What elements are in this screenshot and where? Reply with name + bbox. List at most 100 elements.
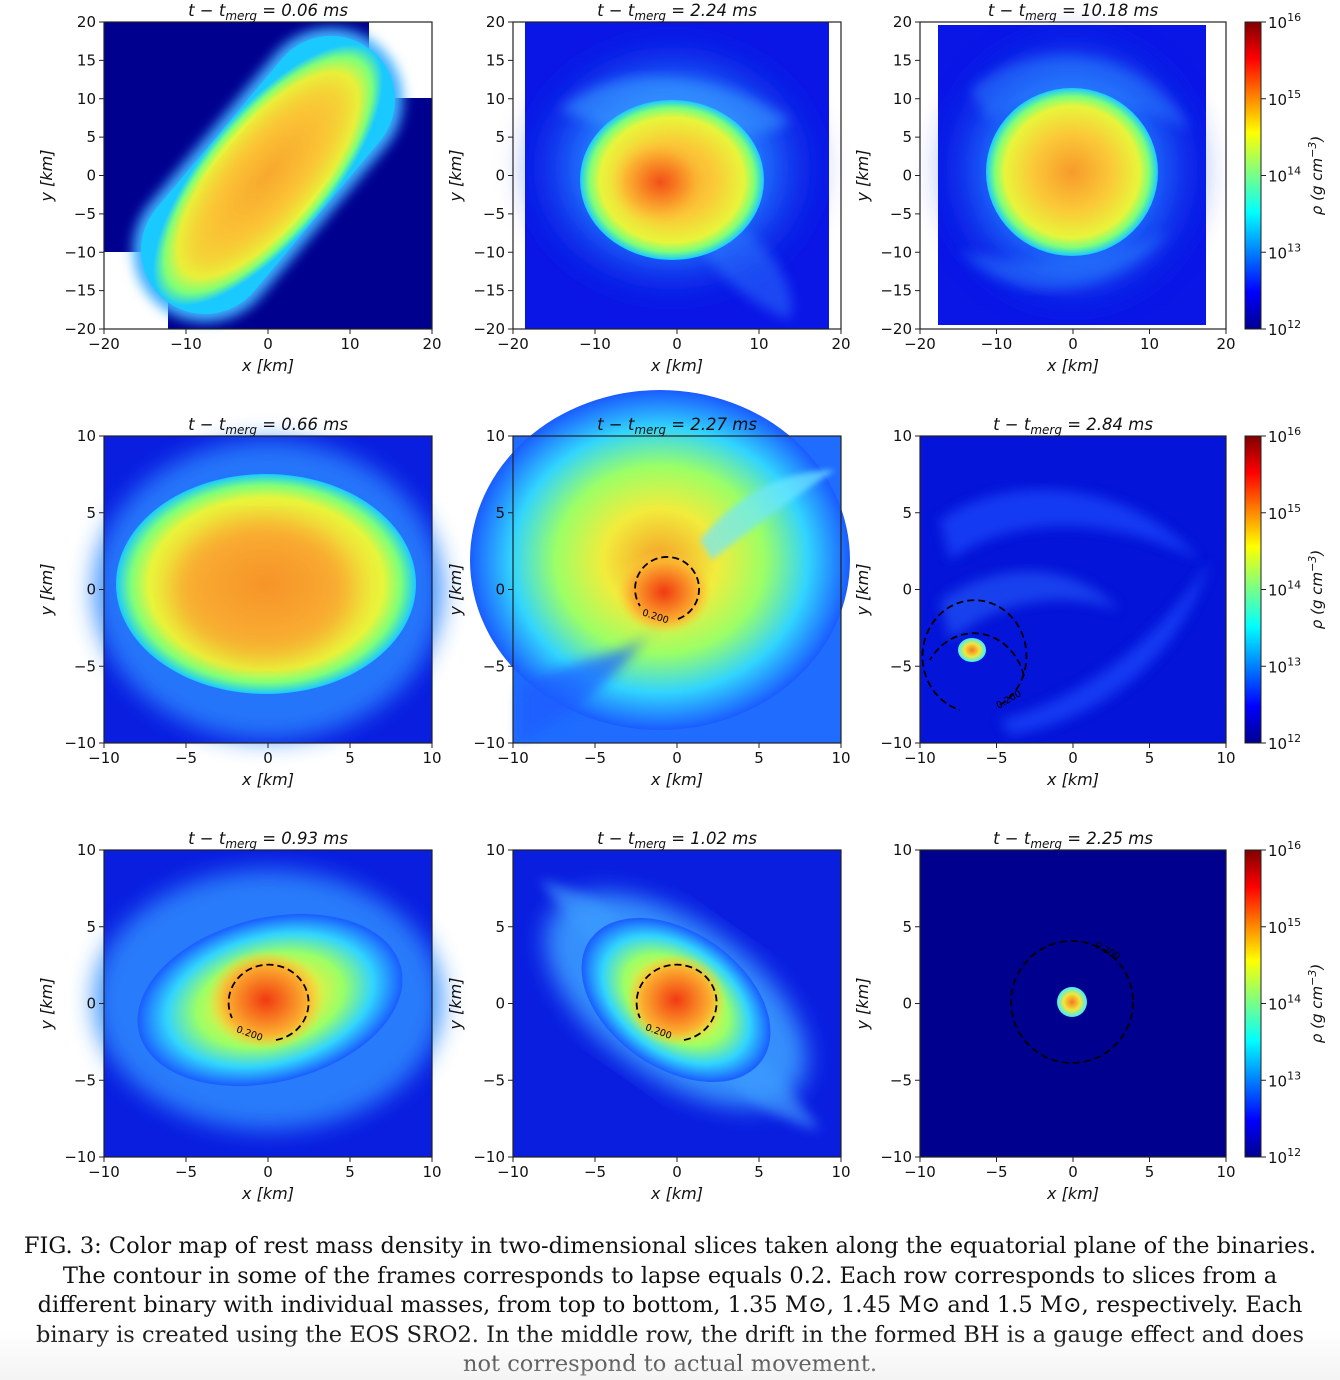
y-tick-label: 0 xyxy=(902,167,912,185)
y-tick-label: −20 xyxy=(880,320,912,338)
y-tick-label: −15 xyxy=(880,282,912,300)
y-tick-label: 10 xyxy=(77,841,96,859)
x-tick-label: 0 xyxy=(1068,749,1078,767)
panel-title: t − tmerg = 2.24 ms xyxy=(597,1,757,23)
x-tick-label: 5 xyxy=(345,1163,355,1181)
x-axis-label: x [km] xyxy=(1046,356,1099,375)
x-tick-label: −10 xyxy=(88,1163,120,1181)
y-tick-label: 0 xyxy=(902,581,912,599)
x-tick-label: 0 xyxy=(263,749,273,767)
x-tick-label: −10 xyxy=(497,749,529,767)
y-tick-label: 20 xyxy=(77,13,96,31)
y-tick-label: −10 xyxy=(473,734,505,752)
panel-title: t − tmerg = 0.06 ms xyxy=(188,1,348,23)
x-tick-label: 0 xyxy=(1068,335,1078,353)
colorbar-tick-label: 1012 xyxy=(1268,732,1301,753)
colorbar-row3 xyxy=(1244,849,1262,1158)
y-tick-label: −10 xyxy=(64,243,96,261)
density-blob xyxy=(958,638,986,662)
y-tick-label: 10 xyxy=(893,841,912,859)
x-tick-label: 10 xyxy=(340,335,359,353)
x-tick-label: −10 xyxy=(579,335,611,353)
y-tick-label: −5 xyxy=(483,1071,505,1089)
colorbar-tick-label: 1016 xyxy=(1268,839,1301,860)
lapse-contour xyxy=(921,599,1028,711)
x-tick-label: −10 xyxy=(170,335,202,353)
y-tick-label: 5 xyxy=(495,918,505,936)
colorbar-label: ρ (g cm−3) xyxy=(1306,964,1326,1043)
x-tick-label: 10 xyxy=(1140,335,1159,353)
panel-r3c2 xyxy=(512,849,842,1158)
x-tick-label: −10 xyxy=(981,335,1013,353)
y-tick-label: 0 xyxy=(86,581,96,599)
y-tick-label: −5 xyxy=(74,205,96,223)
y-tick-label: −5 xyxy=(483,657,505,675)
colorbar-tick-label: 1013 xyxy=(1268,241,1301,262)
y-tick-label: 20 xyxy=(893,13,912,31)
panel-r1c3 xyxy=(919,20,1227,330)
x-tick-label: 10 xyxy=(831,749,850,767)
y-tick-label: 5 xyxy=(902,128,912,146)
y-tick-label: −10 xyxy=(64,734,96,752)
x-axis-label: x [km] xyxy=(1046,770,1099,789)
lapse-contour xyxy=(227,963,310,1041)
lapse-contour xyxy=(1010,940,1134,1064)
y-tick-label: −10 xyxy=(473,243,505,261)
y-axis-label: y [km] xyxy=(853,150,872,203)
colorbar-tick-label: 1014 xyxy=(1268,165,1301,186)
x-tick-label: −5 xyxy=(985,749,1007,767)
y-tick-label: −15 xyxy=(473,282,505,300)
x-axis-label: x [km] xyxy=(241,770,294,789)
x-tick-label: 20 xyxy=(1216,335,1235,353)
x-tick-label: 20 xyxy=(422,335,441,353)
y-tick-label: −10 xyxy=(880,1148,912,1166)
x-tick-label: 5 xyxy=(754,749,764,767)
x-tick-label: −20 xyxy=(904,335,936,353)
x-tick-label: −10 xyxy=(497,1163,529,1181)
colorbar-row2 xyxy=(1244,435,1262,744)
panel-title: t − tmerg = 2.27 ms xyxy=(597,415,757,437)
colorbar-tick-label: 1015 xyxy=(1268,88,1301,109)
y-tick-label: 5 xyxy=(902,504,912,522)
panel-title: t − tmerg = 2.84 ms xyxy=(993,415,1153,437)
x-axis-label: x [km] xyxy=(241,356,294,375)
y-tick-label: −15 xyxy=(64,282,96,300)
figure-grid: 0.200 0.200 0.200 0.200 0.200 t − tmerg … xyxy=(37,1,1326,1203)
density-blob xyxy=(986,88,1158,256)
y-axis-label: y [km] xyxy=(853,564,872,617)
x-tick-label: −10 xyxy=(904,749,936,767)
x-tick-label: 0 xyxy=(672,1163,682,1181)
panel-r2c2 xyxy=(470,390,850,744)
y-tick-label: −5 xyxy=(74,1071,96,1089)
y-tick-label: −20 xyxy=(473,320,505,338)
y-tick-label: 10 xyxy=(486,841,505,859)
density-core xyxy=(208,950,324,1050)
panel-title: t − tmerg = 10.18 ms xyxy=(988,1,1159,23)
colorbar-tick-label: 1012 xyxy=(1268,318,1301,339)
y-tick-label: 15 xyxy=(486,51,505,69)
y-tick-label: −5 xyxy=(890,1071,912,1089)
y-axis-label: y [km] xyxy=(853,978,872,1031)
y-tick-label: −5 xyxy=(74,657,96,675)
y-tick-label: 20 xyxy=(486,13,505,31)
panel-r1c2 xyxy=(512,21,842,330)
y-tick-label: −20 xyxy=(64,320,96,338)
y-axis-label: y [km] xyxy=(446,564,465,617)
x-tick-label: 10 xyxy=(831,1163,850,1181)
x-tick-label: −5 xyxy=(175,1163,197,1181)
x-axis-label: x [km] xyxy=(650,1184,703,1203)
x-tick-label: −5 xyxy=(175,749,197,767)
colorbar-label: ρ (g cm−3) xyxy=(1306,136,1326,215)
y-tick-label: 10 xyxy=(77,90,96,108)
x-tick-label: 10 xyxy=(749,335,768,353)
y-axis-label: y [km] xyxy=(446,978,465,1031)
panel-title: t − tmerg = 0.93 ms xyxy=(188,829,348,851)
y-tick-label: 10 xyxy=(486,427,505,445)
x-tick-label: 5 xyxy=(345,749,355,767)
y-tick-label: 5 xyxy=(86,918,96,936)
y-tick-label: −5 xyxy=(890,657,912,675)
x-axis-label: x [km] xyxy=(241,1184,294,1203)
lapse-contours xyxy=(227,556,1134,1064)
colorbar-row1 xyxy=(1244,21,1262,330)
x-axis-label: x [km] xyxy=(650,356,703,375)
